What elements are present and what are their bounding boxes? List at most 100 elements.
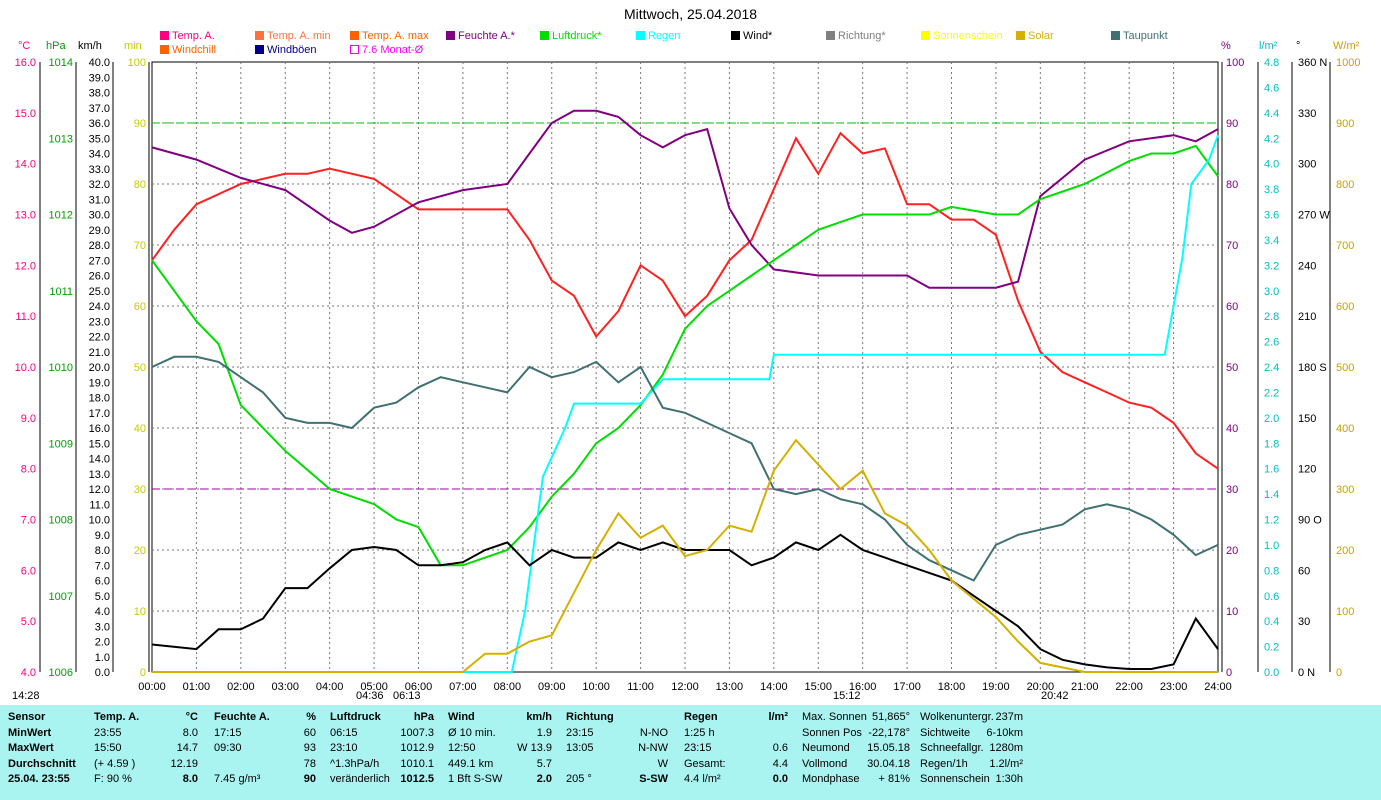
legend-label: Windchill xyxy=(172,44,217,56)
stats-label: Regen/1h xyxy=(920,757,968,770)
legend-item: Windchill xyxy=(160,44,216,56)
stats-value: 6-10km xyxy=(986,726,1023,739)
tick-label-rain: 1.2 xyxy=(1264,515,1279,527)
legend-item: Feuchte A.* xyxy=(446,30,515,42)
stats-header: Temp. A. xyxy=(94,711,140,723)
stats-col-rain: Regen l/m² 1:25 h 23:15 0.6 Gesamt: 4.4 4.4… xyxy=(684,710,788,788)
legend-swatch xyxy=(446,31,455,40)
tick-label-temp: 11.0 xyxy=(15,311,36,323)
tick-label-hum: 0 xyxy=(1226,667,1232,679)
stats-value: 78 xyxy=(303,757,316,770)
legend-item: 7.6 Monat-Ø xyxy=(350,44,423,56)
stats-note: Gesamt: xyxy=(684,757,726,770)
tick-label-press: 1006 xyxy=(49,667,73,679)
tick-label-rain: 4.0 xyxy=(1264,159,1279,171)
stats-value: 2.0 xyxy=(536,773,552,785)
legend-swatch xyxy=(921,31,930,40)
stats-unit: °C xyxy=(185,711,198,723)
stats-note: F: 90 % xyxy=(94,773,132,785)
tick-label-press: 1008 xyxy=(49,515,73,527)
tick-label-sun: 10 xyxy=(134,606,146,618)
tick-label-press: 1013 xyxy=(49,133,73,145)
stats-value: S-SW xyxy=(639,773,668,785)
stats-label: Sonnen Pos xyxy=(802,726,862,739)
stats-value: 12.19 xyxy=(170,757,198,770)
legend-item: Wind* xyxy=(731,30,772,42)
legend-item: Regen xyxy=(636,30,680,42)
stats-value: 0.6 xyxy=(772,742,788,754)
tick-label-sun: 70 xyxy=(134,240,146,252)
legend-swatch xyxy=(540,31,549,40)
tick-label-rain: 1.0 xyxy=(1264,540,1279,552)
stats-label-current: 25.04. 23:55 xyxy=(8,773,70,785)
tick-label-wind: 3.0 xyxy=(95,621,110,633)
tick-label-rain: 2.4 xyxy=(1264,362,1279,374)
tick-label-dir: 90 O xyxy=(1298,515,1322,527)
unit-solar: W/m² xyxy=(1333,40,1360,52)
tick-label-wind: 18.0 xyxy=(89,393,110,405)
tick-label-hum: 30 xyxy=(1226,484,1238,496)
stats-time: 23:10 xyxy=(330,742,358,754)
stats-note: 1:25 h xyxy=(684,726,715,739)
tick-label-wind: 6.0 xyxy=(95,576,110,588)
unit-press: hPa xyxy=(46,40,66,52)
legend-label: Temp. A. max xyxy=(362,30,429,42)
stats-label: Mondphase xyxy=(802,773,860,785)
chart-title: Mittwoch, 25.04.2018 xyxy=(623,6,758,22)
tick-label-wind: 19.0 xyxy=(89,377,110,389)
stats-header: Feuchte A. xyxy=(214,711,270,723)
tick-label-time: 05:00 xyxy=(360,681,388,693)
legend-item: Temp. A. xyxy=(160,30,215,42)
stats-col-wind: Wind km/h Ø 10 min. 1.9 12:50 W 13.9 449.1 … xyxy=(448,710,552,788)
stats-value: 51,865° xyxy=(871,711,910,723)
tick-label-wind: 28.0 xyxy=(89,240,110,252)
tick-label-rain: 4.6 xyxy=(1264,82,1279,94)
tick-label-sun: 60 xyxy=(134,301,146,313)
tick-label-sun: 90 xyxy=(134,118,146,130)
tick-label-time: 24:00 xyxy=(1204,681,1232,693)
tick-label-hum: 90 xyxy=(1226,118,1238,130)
tick-label-dir: 120 xyxy=(1298,464,1316,476)
stats-header: Regen xyxy=(684,711,718,723)
tick-label-solar: 300 xyxy=(1336,484,1354,496)
legend-swatch xyxy=(160,45,169,54)
tick-label-wind: 8.0 xyxy=(95,545,110,557)
tick-label-dir: 240 xyxy=(1298,260,1316,272)
unit-rain: l/m² xyxy=(1259,40,1278,52)
stats-label: Wolkenuntergr. xyxy=(920,711,994,723)
stats-header: Richtung xyxy=(566,711,614,723)
tick-label-wind: 26.0 xyxy=(89,271,110,283)
tick-label-wind: 13.0 xyxy=(89,469,110,481)
tick-label-wind: 24.0 xyxy=(89,301,110,313)
tick-label-temp: 8.0 xyxy=(21,464,36,476)
unit-sun: min xyxy=(124,40,142,52)
chart-series xyxy=(151,109,1219,673)
stats-value: 8.0 xyxy=(182,726,198,739)
tick-label-wind: 20.0 xyxy=(89,362,110,374)
tick-label-wind: 29.0 xyxy=(89,225,110,237)
time-mark-noon: 15:12 xyxy=(833,690,861,702)
stats-note: veränderlich xyxy=(330,773,390,785)
tick-label-temp: 9.0 xyxy=(21,413,36,425)
legend-swatch xyxy=(636,31,645,40)
tick-label-temp: 13.0 xyxy=(15,210,36,222)
tick-label-time: 03:00 xyxy=(271,681,299,693)
legend-label: Windböen xyxy=(267,44,317,56)
tick-label-time: 19:00 xyxy=(982,681,1010,693)
tick-label-hum: 70 xyxy=(1226,240,1238,252)
tick-label-time: 23:00 xyxy=(1160,681,1188,693)
stats-value: W 13.9 xyxy=(517,742,552,754)
tick-label-sun: 80 xyxy=(134,179,146,191)
legend-item: Temp. A. max xyxy=(350,30,429,42)
tick-label-hum: 100 xyxy=(1226,57,1244,69)
legend-item: Luftdruck* xyxy=(540,30,602,42)
series-line-regen xyxy=(152,134,1219,673)
legend-label: Solar xyxy=(1028,30,1054,42)
stats-col-humidity: Feuchte A.% 17:15 60 09:30 93 78 7.45 g/m³… xyxy=(214,710,316,788)
legend-item: Taupunkt xyxy=(1111,30,1168,42)
tick-label-wind: 2.0 xyxy=(95,637,110,649)
tick-label-solar: 500 xyxy=(1336,362,1354,374)
tick-label-time: 21:00 xyxy=(1071,681,1099,693)
tick-label-hum: 40 xyxy=(1226,423,1238,435)
tick-label-time: 11:00 xyxy=(627,681,654,693)
